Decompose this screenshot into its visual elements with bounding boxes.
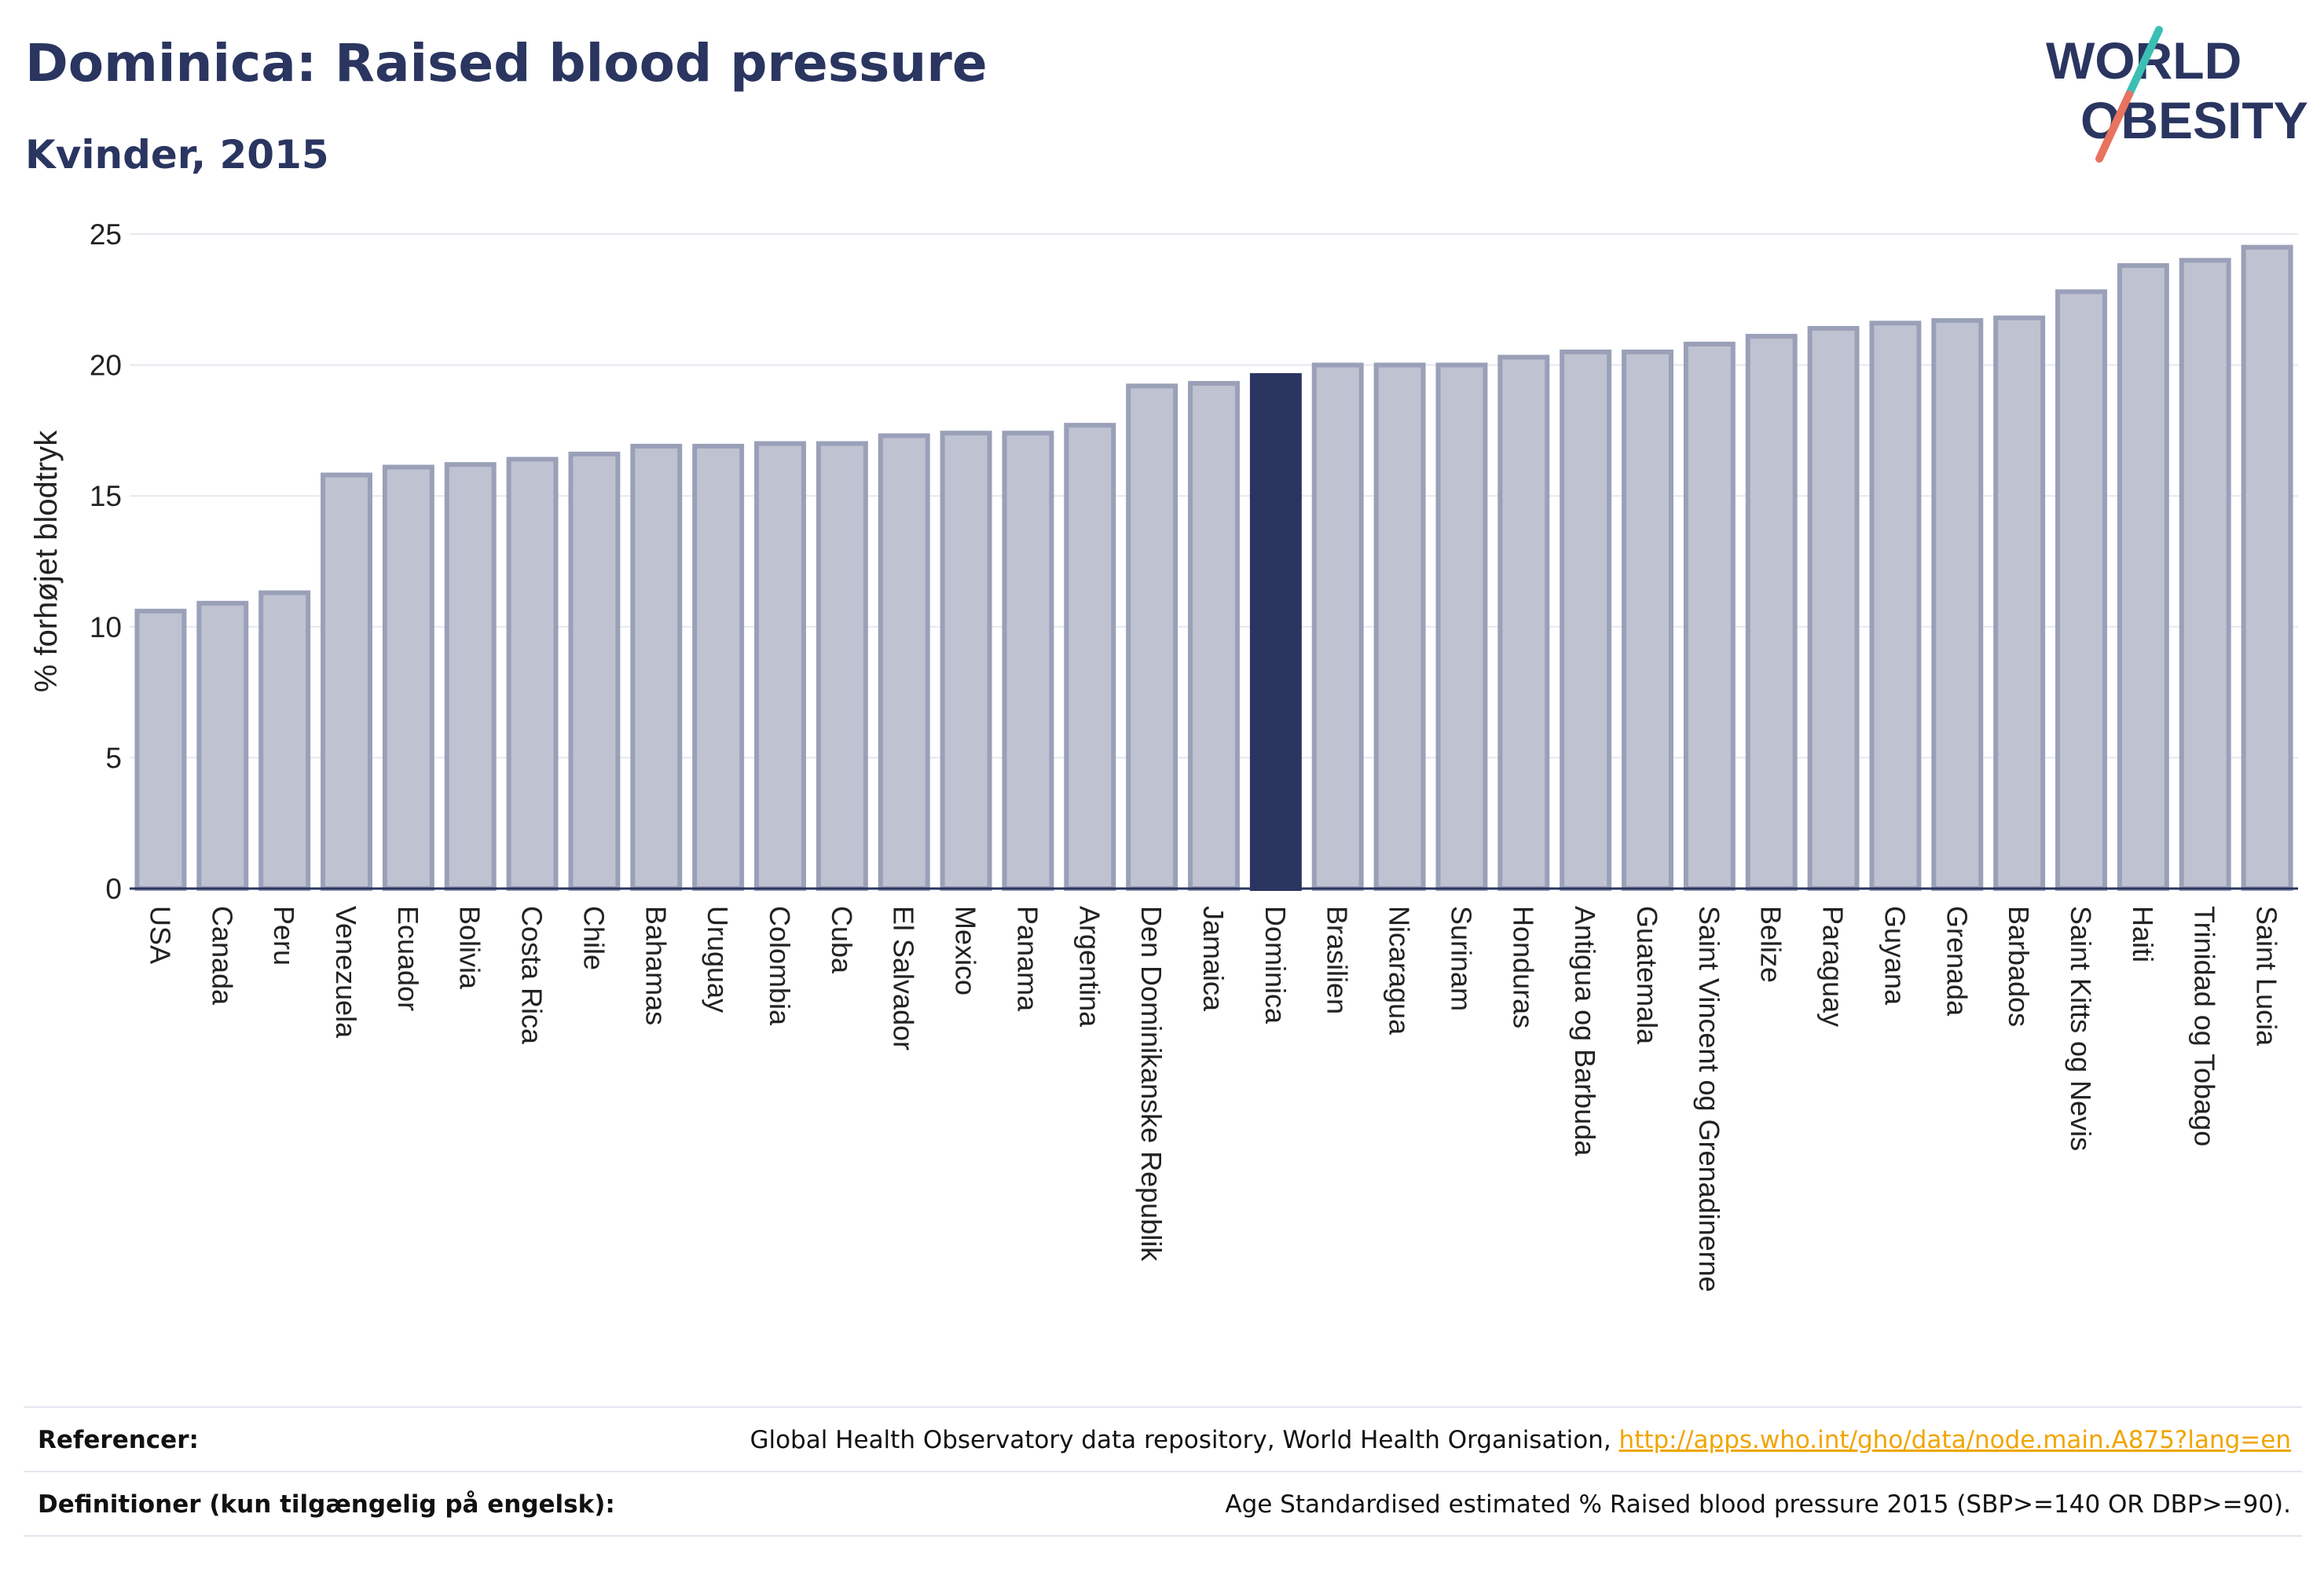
bar-highlight	[1249, 372, 1302, 892]
bar	[1311, 362, 1364, 892]
x-tick-label: Chile	[577, 906, 610, 970]
x-tick-label: Mexico	[950, 906, 982, 995]
bar	[1745, 333, 1798, 891]
bar	[754, 441, 806, 891]
x-tick-label: Uruguay	[702, 906, 734, 1013]
y-tick-label: 0	[105, 873, 122, 905]
x-tick-label: Barbados	[2003, 906, 2035, 1027]
x-tick-label: Panama	[1011, 906, 1043, 1012]
references-label: Referencer:	[38, 1426, 199, 1454]
bar	[1622, 349, 1673, 891]
x-tick-label: Peru	[268, 906, 300, 966]
x-tick-label: Belize	[1755, 906, 1787, 983]
bar	[1497, 354, 1550, 891]
bar	[2179, 258, 2231, 891]
x-tick-label: Jamaica	[1197, 906, 1230, 1012]
references-source: Global Health Observatory data repositor…	[750, 1426, 1619, 1454]
x-tick-label: Bolivia	[454, 906, 486, 990]
x-tick-label: Canada	[206, 906, 238, 1006]
x-tick-label: Nicaragua	[1384, 906, 1416, 1035]
x-tick-label: Guyana	[1879, 906, 1911, 1006]
chart-title: Dominica: Raised blood pressure	[25, 33, 988, 93]
footer-divider-top	[24, 1406, 2302, 1408]
bar	[692, 443, 745, 891]
bar	[506, 456, 559, 891]
x-tick-label: Ecuador	[392, 906, 424, 1011]
x-tick-label: Costa Rica	[516, 906, 548, 1045]
x-tick-label: Trinidad og Tobago	[2189, 906, 2221, 1146]
x-tick-label: El Salvador	[888, 906, 920, 1050]
references-link[interactable]: http://apps.who.int/gho/data/node.main.A…	[1618, 1426, 2291, 1454]
definitions-label: Definitioner (kun tilgængelig på engelsk…	[38, 1490, 615, 1519]
bar	[134, 608, 187, 891]
y-tick-label: 15	[90, 480, 122, 512]
bar	[2117, 262, 2169, 891]
y-tick-label: 10	[90, 611, 122, 643]
definitions-text: Age Standardised estimated % Raised bloo…	[1225, 1490, 2291, 1519]
y-tick-label: 5	[105, 742, 122, 774]
x-tick-label: Brasilien	[1321, 906, 1354, 1014]
y-tick-label: 25	[90, 218, 122, 251]
x-tick-label: Saint Kitts og Nevis	[2065, 906, 2097, 1151]
x-tick-label: Colombia	[764, 906, 796, 1026]
x-tick-label: Cuba	[826, 906, 858, 974]
bar	[1560, 349, 1612, 891]
x-tick-label: USA	[144, 906, 176, 964]
bar	[1931, 317, 1984, 891]
bar	[1869, 321, 1922, 891]
chart-subtitle: Kvinder, 2015	[25, 132, 329, 178]
x-tick-label: Surinam	[1445, 906, 1477, 1011]
logo-slash-teal	[2125, 26, 2163, 98]
footer-divider-middle	[24, 1471, 2302, 1472]
x-axis-labels: USA Canada Peru Venezuela Ecuador Bolivia Cost…	[144, 906, 2282, 1292]
bar	[1435, 362, 1488, 892]
x-tick-label: Paraguay	[1817, 906, 1849, 1027]
bars	[134, 244, 2293, 892]
x-tick-label: Guatemala	[1631, 906, 1663, 1045]
bar	[2055, 289, 2107, 891]
bar	[382, 464, 434, 891]
x-tick-label: Argentina	[1073, 906, 1105, 1028]
bar	[1993, 315, 2046, 891]
bar	[1373, 362, 1426, 892]
logo-slash-coral	[2095, 90, 2133, 163]
bar	[444, 462, 497, 891]
x-tick-label: Bahamas	[640, 906, 672, 1025]
bar	[1683, 341, 1736, 892]
bar-chart: 0 5 10 15 20 25 USA Canada Peru Venezuela Ecuador…	[29, 218, 2298, 1292]
y-tick-label: 20	[90, 350, 122, 382]
footer-divider-bottom	[24, 1535, 2302, 1537]
x-tick-label: Saint Lucia	[2251, 906, 2283, 1046]
x-tick-label: Honduras	[1507, 906, 1539, 1028]
bar	[196, 600, 249, 891]
bar	[630, 443, 683, 891]
x-tick-label: Haiti	[2127, 906, 2159, 962]
bar	[1126, 383, 1178, 892]
y-axis-ticks: 0 5 10 15 20 25	[90, 218, 122, 905]
references-text: Global Health Observatory data repositor…	[750, 1426, 2291, 1454]
bar	[258, 590, 311, 891]
x-tick-label: Venezuela	[330, 906, 362, 1039]
bar	[1002, 431, 1054, 891]
x-tick-label: Antigua og Barbuda	[1569, 906, 1601, 1156]
y-axis-title: % forhøjet blodtryk	[29, 430, 64, 692]
bar	[940, 431, 992, 891]
x-tick-label: Dominica	[1259, 906, 1292, 1024]
bar	[878, 433, 930, 891]
x-tick-label: Den Dominikanske Republik	[1135, 906, 1167, 1262]
bar	[1807, 325, 1860, 891]
bar	[816, 441, 868, 891]
bar	[2241, 244, 2293, 892]
bar	[1188, 380, 1240, 891]
bar	[568, 451, 621, 891]
world-obesity-logo: WORLD OBESITY	[2046, 26, 2308, 163]
x-tick-label: Saint Vincent og Grenadinerne	[1693, 906, 1725, 1292]
bar	[1064, 423, 1116, 891]
bar	[321, 472, 372, 891]
x-tick-label: Grenada	[1941, 906, 1973, 1017]
